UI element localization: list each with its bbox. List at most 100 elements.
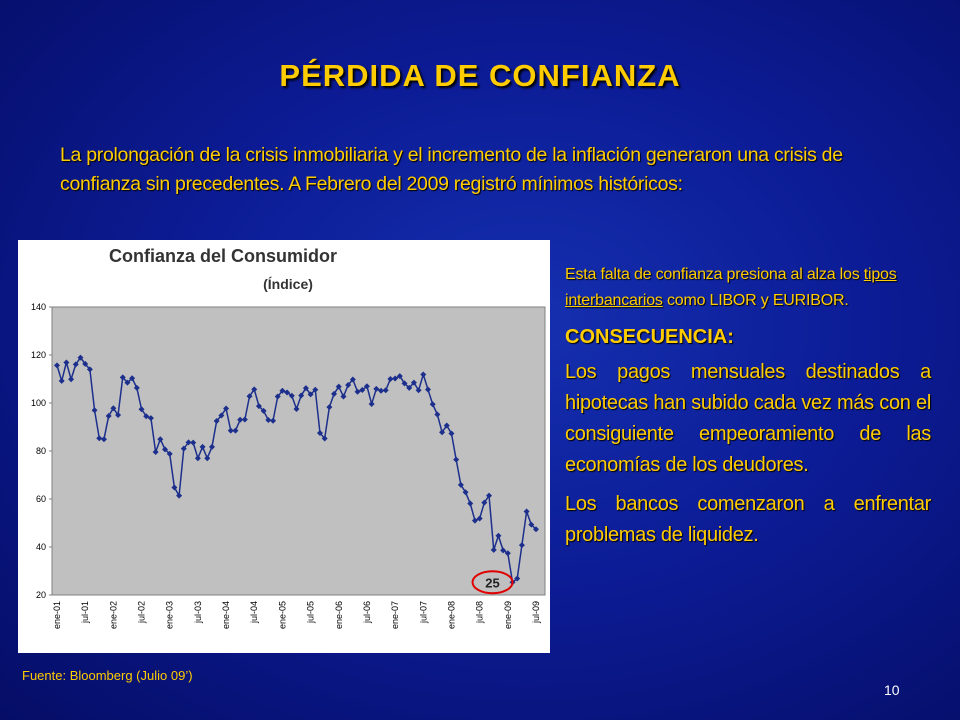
page-number: 10 [884, 682, 900, 698]
point-marker [166, 450, 173, 457]
point-marker [307, 391, 314, 398]
point-marker [457, 481, 464, 488]
point-marker [401, 380, 408, 387]
point-marker [448, 430, 455, 437]
point-marker [72, 361, 79, 368]
intro-text: La prolongación de la crisis inmobiliari… [60, 144, 843, 195]
point-marker [284, 389, 291, 396]
point-marker [213, 418, 220, 424]
point-marker [241, 416, 248, 423]
point-marker [316, 430, 323, 436]
point-marker [476, 515, 483, 522]
point-marker [54, 362, 60, 369]
point-marker [359, 387, 366, 394]
point-marker [345, 382, 352, 388]
x-tick-label: jul-02 [137, 601, 147, 624]
point-marker [176, 492, 183, 499]
slide-title: PÉRDIDA DE CONFIANZA [279, 58, 681, 93]
point-marker [100, 436, 107, 443]
point-marker [504, 550, 511, 557]
point-marker [91, 407, 98, 414]
point-marker [288, 392, 295, 399]
point-marker [354, 388, 361, 395]
point-marker [279, 387, 286, 394]
x-tick-label: ene-06 [334, 601, 344, 629]
point-marker [86, 366, 93, 373]
point-marker [298, 392, 305, 399]
x-tick-label: ene-04 [221, 601, 231, 629]
point-marker [382, 387, 389, 394]
point-marker [486, 492, 493, 499]
point-marker [349, 376, 356, 383]
point-marker [471, 517, 478, 524]
point-marker [105, 412, 112, 419]
chart-title: Confianza del Consumidor [109, 246, 337, 266]
point-marker [227, 427, 234, 434]
y-tick-label: 40 [36, 542, 46, 552]
point-marker [237, 416, 244, 423]
x-tick-label: jul-08 [475, 601, 485, 624]
point-marker [424, 386, 431, 393]
point-marker [467, 500, 474, 507]
text: Esta falta de confianza presiona al alza… [565, 266, 864, 283]
point-marker [481, 499, 488, 506]
side-panel: Esta falta de confianza presiona al alza… [565, 262, 931, 551]
point-marker [63, 359, 70, 366]
annotation: 25 [485, 575, 499, 590]
point-marker [518, 542, 525, 549]
point-marker [147, 415, 154, 422]
x-tick-label: jul-01 [80, 601, 90, 624]
y-tick-label: 120 [31, 350, 46, 360]
point-marker [514, 575, 521, 582]
side-intro: Esta falta de confianza presiona al alza… [565, 262, 931, 314]
x-tick-label: ene-05 [277, 601, 287, 629]
point-marker [415, 387, 422, 394]
point-marker [82, 360, 89, 367]
source: Fuente: Bloomberg (Julio 09’) [22, 668, 193, 683]
heading: CONSECUENCIA: [565, 326, 734, 348]
point-marker [490, 546, 497, 553]
point-marker [396, 373, 403, 380]
x-tick-label: ene-07 [390, 601, 400, 629]
point-marker [443, 422, 450, 429]
point-marker [387, 376, 394, 382]
point-marker [260, 407, 267, 414]
x-tick-label: ene-02 [108, 601, 118, 629]
point-marker [218, 412, 225, 419]
point-marker [194, 455, 201, 462]
point-marker [204, 455, 211, 462]
point-marker [129, 375, 136, 382]
point-marker [232, 427, 239, 434]
point-marker [331, 390, 338, 397]
y-tick-label: 20 [36, 590, 46, 600]
point-marker [68, 376, 75, 383]
point-marker [255, 403, 262, 410]
point-marker [274, 393, 281, 400]
point-marker [162, 446, 169, 453]
point-marker [180, 445, 187, 452]
x-tick-label: ene-01 [52, 601, 62, 629]
annotation-circle [471, 570, 514, 595]
point-marker [420, 371, 427, 378]
paragraph: Los pagos mensuales destinados a hipotec… [565, 361, 931, 476]
point-marker [528, 521, 535, 528]
point-marker [96, 435, 103, 442]
point-marker [185, 439, 192, 446]
y-tick-label: 100 [31, 398, 46, 408]
point-marker [462, 489, 469, 496]
point-marker [171, 484, 178, 491]
point-marker [429, 401, 436, 408]
point-marker [143, 413, 150, 420]
underlined-text: tipos interbancarios [565, 266, 897, 309]
point-marker [523, 508, 530, 515]
x-tick-label: ene-03 [165, 601, 175, 629]
x-tick-label: jul-03 [193, 601, 203, 624]
point-marker [373, 385, 380, 392]
point-marker [190, 439, 197, 446]
point-marker [312, 386, 319, 393]
point-marker [138, 406, 145, 413]
point-marker [439, 429, 446, 436]
y-tick-label: 140 [31, 302, 46, 312]
point-marker [302, 385, 309, 392]
